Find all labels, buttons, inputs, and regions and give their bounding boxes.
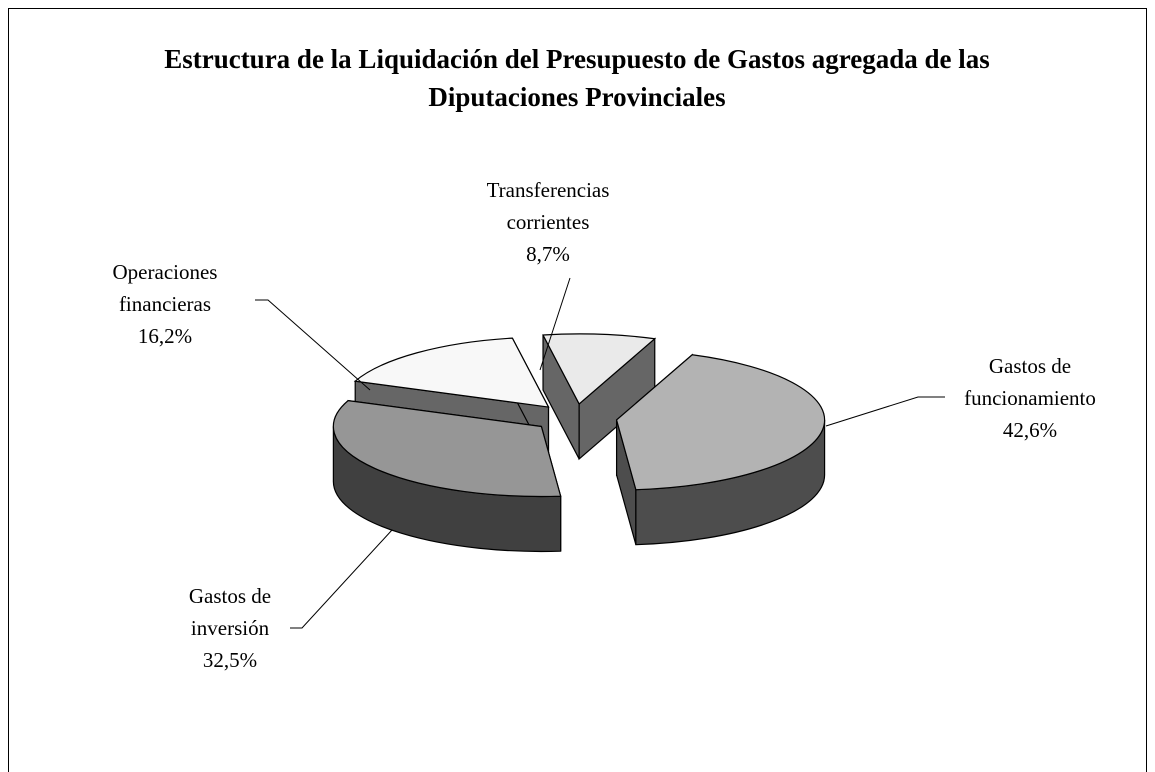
slice <box>332 399 562 553</box>
leader-line <box>825 396 945 427</box>
slice-label: Transferencias corrientes <box>486 178 610 234</box>
slice-top <box>615 354 826 491</box>
slice-label: Gastos de inversión <box>188 584 272 640</box>
chart-title: Estructura de la Liquidación del Presupu… <box>164 44 990 112</box>
value-label: 42,6% <box>1002 418 1058 442</box>
leader-line <box>539 277 571 371</box>
slice-top <box>353 337 550 408</box>
value-label: 32,5% <box>202 648 258 672</box>
slice-label: Operaciones financieras <box>112 260 218 316</box>
value-label: 16,2% <box>137 324 193 348</box>
slice <box>615 353 826 546</box>
slice-top <box>542 333 657 405</box>
value-label: 8,7% <box>526 242 570 266</box>
leader-line <box>290 529 393 629</box>
slice-label: Gastos de funcionamiento <box>964 354 1096 410</box>
slice <box>542 333 657 461</box>
leader-line <box>255 299 371 391</box>
frame <box>8 8 1147 772</box>
slice-top <box>332 399 562 498</box>
